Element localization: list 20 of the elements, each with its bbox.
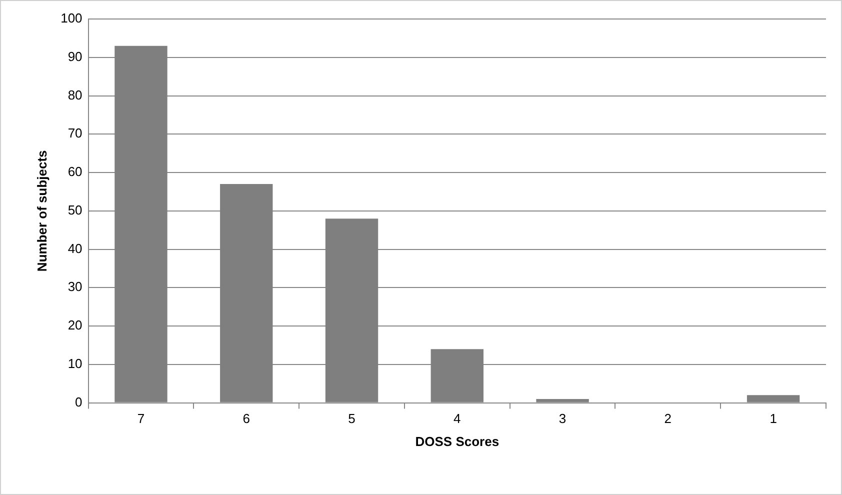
y-tick-label: 90	[68, 48, 82, 64]
x-axis-title: DOSS Scores	[415, 434, 500, 449]
y-tick-label: 10	[68, 356, 82, 371]
x-tick-label: 5	[348, 411, 356, 426]
x-tick-label: 1	[770, 411, 777, 426]
y-tick-label: 50	[68, 202, 82, 218]
x-tick-label: 2	[664, 411, 672, 426]
y-tick-label: 40	[68, 240, 82, 256]
y-tick-label: 100	[60, 10, 82, 26]
y-tick-label: 30	[68, 279, 82, 294]
x-tick-label: 7	[137, 411, 145, 426]
y-tick-label: 60	[68, 164, 82, 180]
y-tick-label: 20	[68, 318, 82, 333]
x-tick-label: 4	[454, 411, 461, 426]
x-tick-label: 3	[558, 411, 566, 426]
y-tick-label: 70	[68, 126, 82, 141]
y-tick-label: 80	[68, 87, 82, 102]
x-tick-label: 6	[242, 411, 250, 426]
y-axis-title: Number of subjects	[34, 150, 50, 272]
y-tick-label: 0	[75, 394, 82, 410]
